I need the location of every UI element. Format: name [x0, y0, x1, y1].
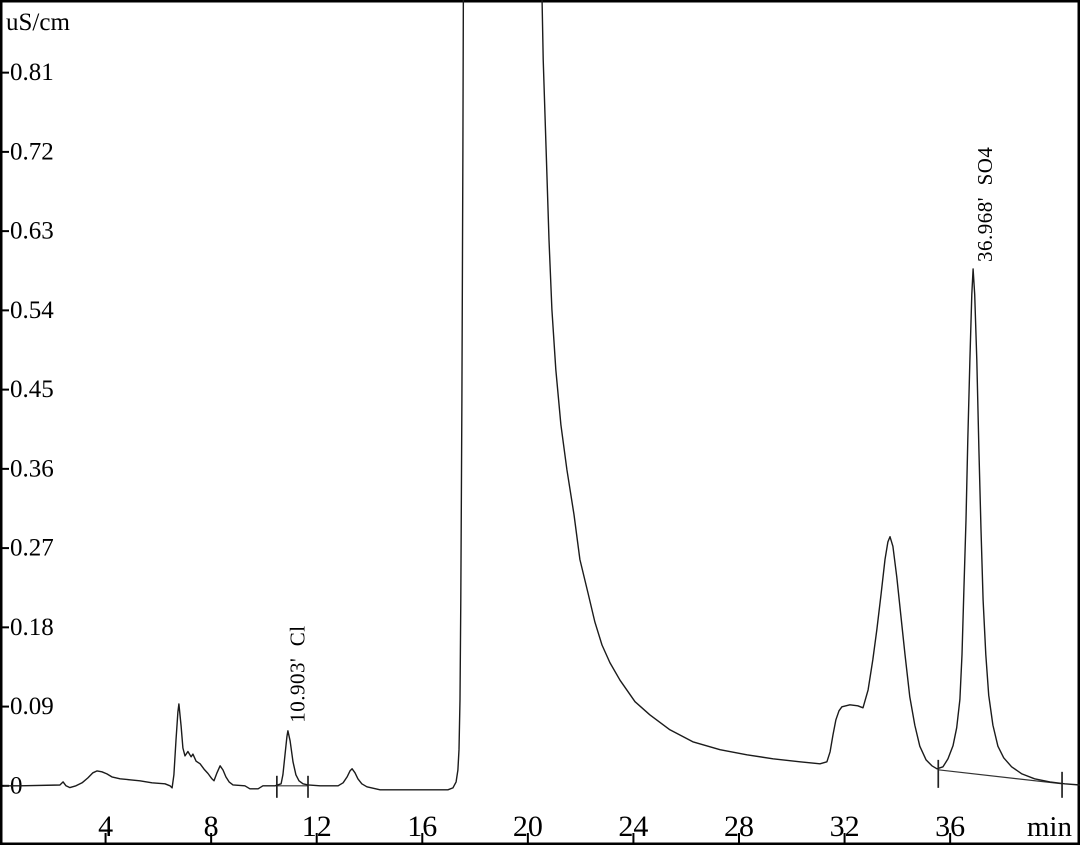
x-tick-label: 12 [302, 810, 332, 843]
x-tick-label: 24 [618, 810, 648, 843]
y-tick-label: 0.63 [10, 218, 54, 245]
x-tick-label: 32 [830, 810, 860, 843]
y-tick-label: 0.09 [10, 693, 54, 720]
x-tick-label: 4 [98, 810, 113, 843]
integration-baseline [938, 769, 1063, 785]
x-tick-label: 36 [935, 810, 965, 843]
y-tick-label: 0.18 [10, 614, 54, 641]
x-axis-unit: min [1027, 811, 1073, 843]
y-tick-label: 0.72 [10, 138, 54, 165]
y-axis-unit: uS/cm [6, 9, 70, 36]
peak-label: 10.903' Cl [285, 625, 309, 722]
y-tick-label: 0.36 [10, 455, 54, 482]
x-tick-label: 8 [204, 810, 219, 843]
x-tick-label: 16 [407, 810, 437, 843]
y-tick-label: 0.45 [10, 376, 54, 403]
x-tick-label: 28 [724, 810, 754, 843]
y-tick-label: 0.81 [10, 59, 54, 86]
x-tick-label: 20 [513, 810, 543, 843]
signal-trace [3, 0, 1080, 791]
peak-label: 36.968' SO4 [973, 147, 997, 262]
y-tick-label: 0.27 [10, 535, 54, 562]
y-tick-label: 0.54 [10, 297, 54, 324]
